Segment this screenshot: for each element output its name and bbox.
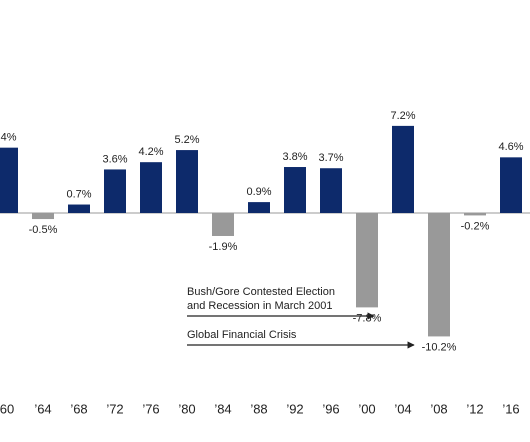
x-tick-label: ’12: [466, 401, 483, 416]
x-tick-label: ’16: [502, 401, 519, 416]
bar: [392, 125, 414, 213]
bar: [212, 213, 234, 236]
value-label: -7.8%: [353, 312, 382, 324]
bar: [176, 150, 198, 213]
x-tick-label: ’92: [286, 401, 303, 416]
x-tick-label: ’00: [358, 401, 375, 416]
annotation: Bush/Gore Contested Election: [187, 286, 335, 298]
bar: [248, 202, 270, 213]
bar: [140, 162, 162, 213]
annotation: Global Financial Crisis: [187, 329, 297, 341]
x-tick-label: ’84: [214, 401, 231, 416]
bar: [68, 204, 90, 213]
x-tick-label: ’96: [322, 401, 339, 416]
x-tick-label: ’76: [142, 401, 159, 416]
x-tick-label: ’64: [34, 401, 51, 416]
value-label: 0.7%: [66, 188, 91, 200]
bar: [356, 213, 378, 308]
bar: [284, 167, 306, 213]
value-label: -0.2%: [461, 220, 490, 232]
x-tick-label: 60: [0, 401, 14, 416]
bar: [500, 157, 522, 213]
value-label: 3.8%: [282, 151, 307, 163]
value-label: -1.9%: [209, 241, 238, 253]
value-label: .4%: [0, 132, 17, 144]
x-tick-label: ’72: [106, 401, 123, 416]
value-label: 0.9%: [246, 186, 271, 198]
value-label: 4.6%: [498, 141, 523, 153]
value-label: 3.6%: [102, 153, 127, 165]
bar: [320, 168, 342, 213]
annotation: and Recession in March 2001: [187, 300, 333, 312]
value-label: 5.2%: [174, 134, 199, 146]
x-tick-label: ’88: [250, 401, 267, 416]
bar: [428, 213, 450, 337]
bar: [32, 213, 54, 220]
x-tick-label: ’08: [430, 401, 447, 416]
x-tick-label: ’04: [394, 401, 411, 416]
bar: [104, 169, 126, 213]
value-label: -0.5%: [29, 224, 58, 236]
x-tick-label: ’80: [178, 401, 195, 416]
value-label: 3.7%: [318, 152, 343, 164]
x-tick-label: ’68: [70, 401, 87, 416]
value-label: 7.2%: [390, 110, 415, 122]
bar: [464, 213, 486, 216]
value-label: -10.2%: [422, 341, 457, 353]
bar: [0, 147, 18, 213]
value-label: 4.2%: [138, 146, 163, 158]
